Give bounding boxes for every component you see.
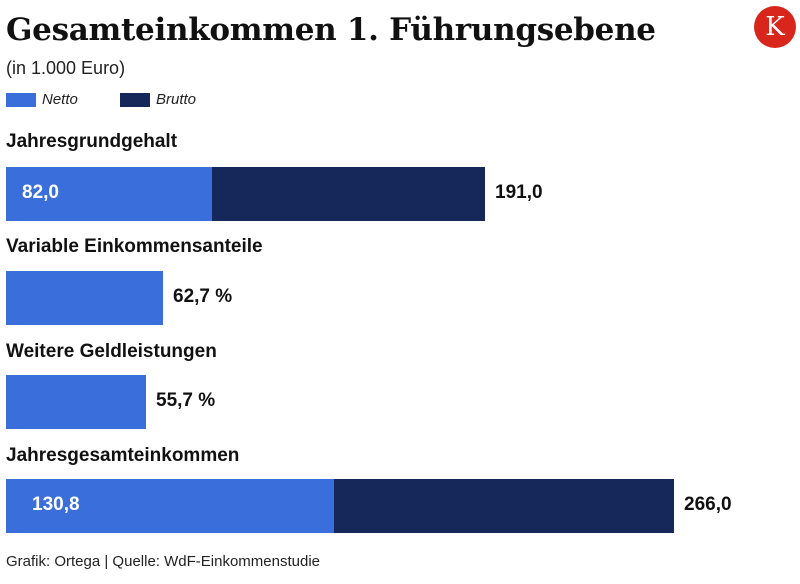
bar-weitere-geldleistungen [6,375,146,429]
chart-title: Gesamteinkommen 1. Führungsebene [6,12,656,48]
bar-variable-einkommensanteile [6,271,163,325]
bar-netto-jahresgesamteinkommen: 130,8 [6,479,334,533]
data-label-weitere-geldleistungen: 55,7 % [156,390,216,411]
source-footer: Grafik: Ortega | Quelle: WdF-Einkommenst… [6,553,321,570]
legend-label-brutto: Brutto [156,91,197,108]
category-label-weitere-geldleistungen: Weitere Geldleistungen [6,341,217,362]
legend-swatch-brutto [120,93,150,107]
legend-label-netto: Netto [42,91,78,108]
category-label-jahresgesamteinkommen: Jahresgesamteinkommen [6,445,240,466]
data-label-netto-jahresgrundgehalt: 82,0 [22,182,59,203]
data-label-jahresgrundgehalt: 191,0 [495,182,543,203]
data-label-netto-jahresgesamteinkommen: 130,8 [32,494,80,515]
chart-subtitle: (in 1.000 Euro) [6,58,126,78]
category-label-jahresgrundgehalt: Jahresgrundgehalt [6,131,178,152]
data-label-jahresgesamteinkommen: 266,0 [684,494,732,515]
legend-swatch-netto [6,93,36,107]
kurier-logo: K [754,6,796,48]
category-label-variable-einkommensanteile: Variable Einkommensanteile [6,236,263,257]
data-label-variable-einkommensanteile: 62,7 % [173,286,233,307]
logo-letter: K [765,12,785,42]
bar-netto-jahresgrundgehalt: 82,0 [6,167,212,221]
